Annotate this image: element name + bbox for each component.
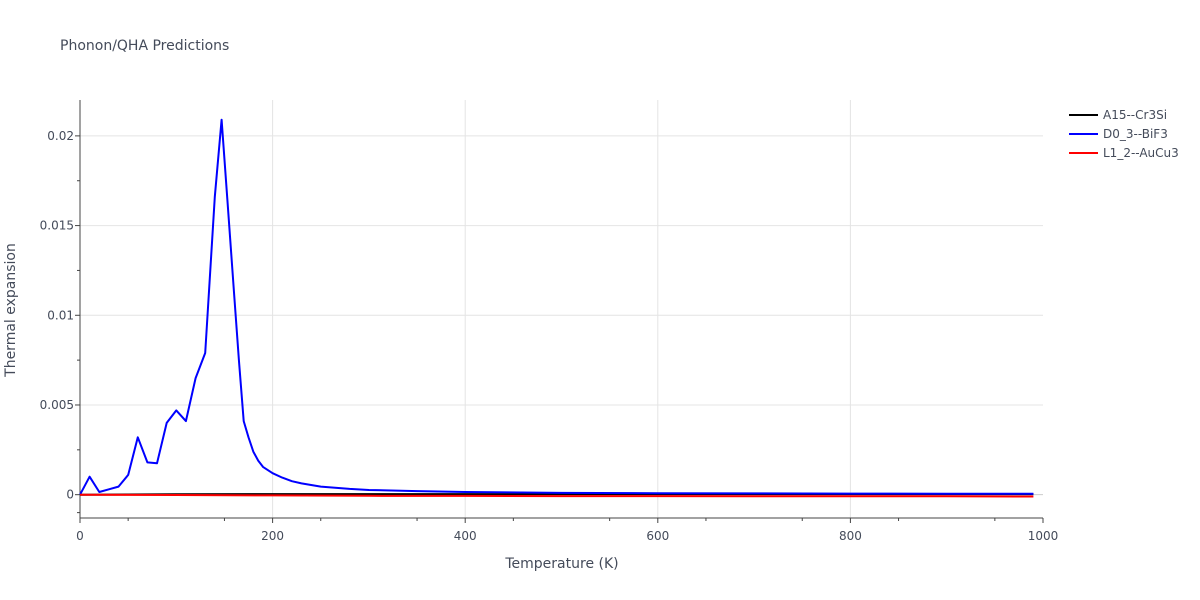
x-tick-label: 600 bbox=[646, 529, 669, 543]
legend-label: L1_2--AuCu3 bbox=[1103, 146, 1179, 160]
legend-item[interactable]: D0_3--BiF3 bbox=[1069, 127, 1168, 141]
legend[interactable]: A15--Cr3Si D0_3--BiF3 L1_2--AuCu3 bbox=[1069, 108, 1179, 160]
x-axis-ticks: 0 200 400 600 800 1000 bbox=[76, 518, 1058, 543]
y-tick-label: 0.005 bbox=[40, 398, 74, 412]
y-tick-label: 0.01 bbox=[47, 308, 74, 322]
x-tick-label: 0 bbox=[76, 529, 84, 543]
legend-label: A15--Cr3Si bbox=[1103, 108, 1167, 122]
y-axis-title: Thermal expansion bbox=[3, 243, 19, 378]
legend-item[interactable]: L1_2--AuCu3 bbox=[1069, 146, 1179, 160]
series-line-d0-3-bif3[interactable] bbox=[79, 118, 1034, 496]
legend-item[interactable]: A15--Cr3Si bbox=[1069, 108, 1167, 122]
legend-label: D0_3--BiF3 bbox=[1103, 127, 1168, 141]
y-axis-ticks: 0 0.005 0.01 0.015 0.02 bbox=[40, 129, 80, 514]
y-tick-label: 0.015 bbox=[40, 219, 74, 233]
x-tick-label: 800 bbox=[839, 529, 862, 543]
x-axis-title: Temperature (K) bbox=[504, 556, 618, 572]
series-line-l1-2-aucu3[interactable] bbox=[79, 493, 1034, 498]
x-tick-label: 200 bbox=[261, 529, 284, 543]
plot-area bbox=[79, 118, 1034, 498]
x-tick-label: 400 bbox=[454, 529, 477, 543]
y-tick-label: 0.02 bbox=[47, 129, 74, 143]
chart-title: Phonon/QHA Predictions bbox=[60, 38, 229, 54]
x-tick-label: 1000 bbox=[1028, 529, 1059, 543]
y-tick-label: 0 bbox=[66, 488, 74, 502]
axes bbox=[79, 100, 1043, 519]
